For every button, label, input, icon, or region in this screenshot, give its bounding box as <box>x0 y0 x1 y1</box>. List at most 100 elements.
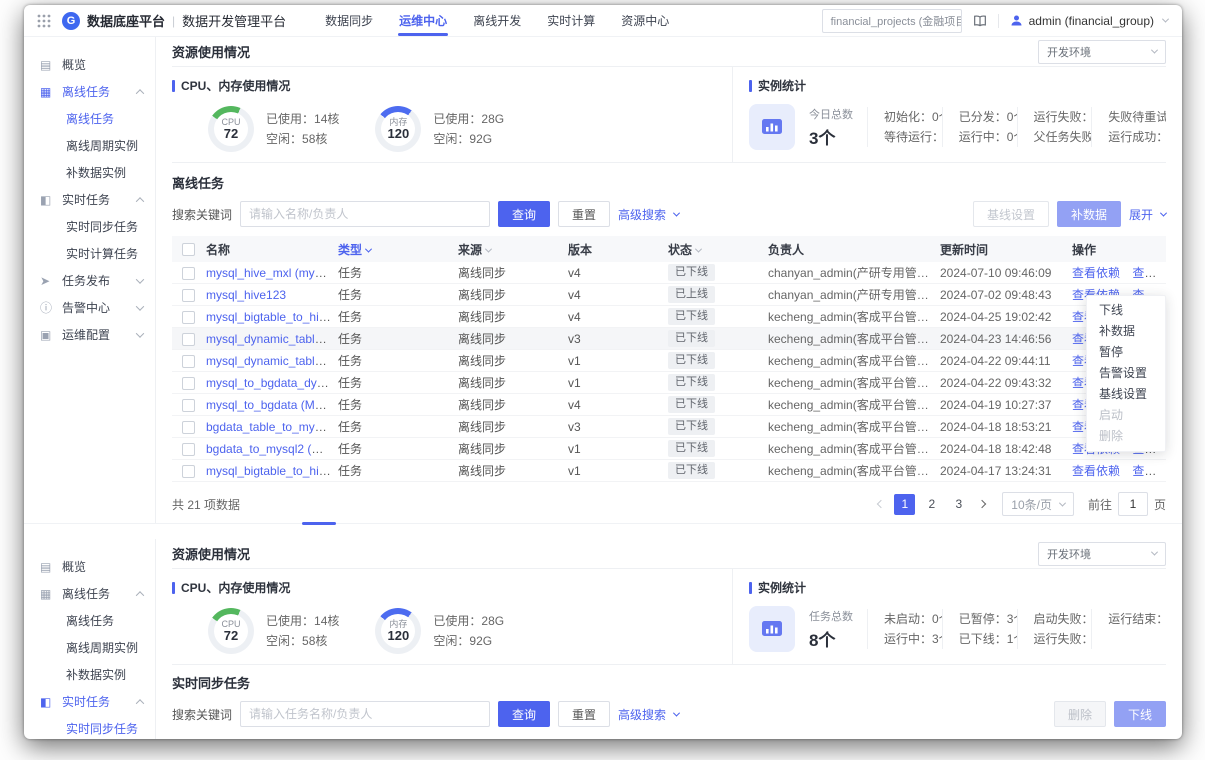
apps-grid-icon[interactable] <box>36 13 52 29</box>
top-nav-item[interactable]: 实时计算 <box>547 14 596 28</box>
table-row[interactable]: mysql_hive_mxl (mysql_hive_... 任务 离线同步 v… <box>172 262 1166 284</box>
advanced-search-link[interactable]: 高级搜索 <box>618 206 681 223</box>
row-checkbox[interactable] <box>182 354 195 368</box>
row-checkbox[interactable] <box>182 266 195 280</box>
col-type[interactable]: 类型 <box>338 241 458 258</box>
col-updated: 更新时间 <box>940 242 989 257</box>
sidebar-item[interactable]: 实时计算任务 <box>66 247 139 261</box>
environment-select[interactable]: 开发环境 <box>1038 541 1166 566</box>
view-instances-link[interactable]: 查看实例 <box>1132 464 1166 478</box>
query-button[interactable]: 查询 <box>498 701 551 727</box>
patch-data-button[interactable]: 补数据 <box>1056 201 1121 227</box>
sidebar-item[interactable]: ▤ 概览 <box>40 57 87 72</box>
menu-item[interactable]: 删除 <box>1099 429 1124 443</box>
row-checkbox[interactable] <box>182 398 195 412</box>
task-name-link[interactable]: mysql_dynamic_table_2 (mysq... <box>206 331 338 346</box>
sidebar-item[interactable]: ◧ 实时任务 <box>24 186 155 213</box>
project-select[interactable]: financial_projects (金融项目) <box>821 8 962 33</box>
sidebar-item[interactable]: 离线周期实例 <box>66 139 139 153</box>
sidebar-item[interactable]: ▣ 运维配置 <box>24 321 155 348</box>
query-button[interactable]: 查询 <box>498 201 551 227</box>
row-checkbox[interactable] <box>182 420 195 434</box>
table-row[interactable]: mysql_bigtable_to_hive_1 (my... 任务 离线同步 … <box>172 306 1166 328</box>
table-row[interactable]: mysql_to_bgdata_dynamic_ne... 任务 离线同步 v1… <box>172 372 1166 394</box>
task-name-link[interactable]: mysql_to_bgdata_dynamic_ne... <box>206 375 338 390</box>
docs-book-icon[interactable] <box>972 13 988 29</box>
task-name-link[interactable]: bgdata_table_to_mysql (大数... <box>206 420 338 434</box>
reset-button[interactable]: 重置 <box>558 701 611 727</box>
view-instances-link[interactable]: 查看实例 <box>1132 266 1166 280</box>
reset-button[interactable]: 重置 <box>558 201 611 227</box>
sidebar-item[interactable]: 离线周期实例 <box>66 641 139 655</box>
row-checkbox[interactable] <box>182 464 195 478</box>
top-nav-item[interactable]: 数据同步 <box>325 14 374 28</box>
baseline-settings-button[interactable]: 基线设置 <box>972 201 1049 227</box>
row-checkbox[interactable] <box>182 442 195 456</box>
expand-link[interactable]: 展开 <box>1129 206 1168 223</box>
sidebar-item[interactable]: ➤ 任务发布 <box>24 267 155 294</box>
table-row[interactable]: mysql_to_bgdata (MySQL同步... 任务 离线同步 v4 已… <box>172 394 1166 416</box>
sidebar-item[interactable]: 离线任务 <box>66 614 115 628</box>
menu-item[interactable]: 基线设置 <box>1099 387 1148 401</box>
col-status[interactable]: 状态 <box>668 241 768 258</box>
sidebar-item[interactable]: 补数据实例 <box>66 166 127 180</box>
task-name-link[interactable]: mysql_dynamic_table_1 (mysq... <box>206 353 338 368</box>
task-name-link[interactable]: mysql_bigtable_to_hive_2 (my... <box>206 463 338 478</box>
table-row[interactable]: mysql_bigtable_to_hive_2 (my... 任务 离线同步 … <box>172 460 1166 482</box>
search-input[interactable] <box>240 701 491 727</box>
sidebar-item[interactable]: ⓘ 告警中心 <box>24 294 155 321</box>
table-row[interactable]: bgdata_table_to_mysql (大数... 任务 离线同步 v3 … <box>172 416 1166 438</box>
row-checkbox[interactable] <box>182 288 195 302</box>
col-name: 名称 <box>206 242 231 257</box>
select-all-checkbox[interactable] <box>182 243 195 257</box>
view-dependencies-link[interactable]: 查看依赖 <box>1072 464 1121 478</box>
task-name-link[interactable]: mysql_bigtable_to_hive_1 (my... <box>206 309 338 324</box>
col-source[interactable]: 来源 <box>458 241 568 258</box>
sidebar-item[interactable]: 补数据实例 <box>66 668 127 682</box>
task-name-link[interactable]: mysql_hive_mxl (mysql_hive_... <box>206 265 338 280</box>
task-updated-time: 2024-04-23 14:46:56 <box>940 331 1052 346</box>
page-number-button[interactable]: 3 <box>955 496 963 511</box>
task-updated-time: 2024-04-25 19:02:42 <box>940 309 1052 324</box>
task-name-link[interactable]: mysql_to_bgdata (MySQL同步... <box>206 398 338 412</box>
row-checkbox[interactable] <box>182 376 195 390</box>
table-row[interactable]: mysql_hive123 任务 离线同步 v4 已上线 chanyan_adm… <box>172 284 1166 306</box>
top-nav-item[interactable]: 离线开发 <box>473 14 522 28</box>
offline-button[interactable]: 下线 <box>1113 701 1166 727</box>
task-version: v1 <box>568 375 581 390</box>
table-row[interactable]: mysql_dynamic_table_2 (mysq... 任务 离线同步 v… <box>172 328 1166 350</box>
sidebar-item[interactable]: ▦ 离线任务 <box>24 580 155 607</box>
row-checkbox[interactable] <box>182 332 195 346</box>
user-menu[interactable]: admin (financial_group) <box>1009 13 1170 28</box>
page-number-button[interactable]: 1 <box>894 493 916 515</box>
page-number-button[interactable]: 2 <box>928 496 936 511</box>
sidebar-item[interactable]: ▦ 离线任务 <box>24 78 155 105</box>
menu-item[interactable]: 启动 <box>1099 408 1124 422</box>
advanced-search-link[interactable]: 高级搜索 <box>618 706 681 723</box>
task-name-link[interactable]: bgdata_to_mysql2 (大数据平... <box>206 442 338 456</box>
table-row[interactable]: bgdata_to_mysql2 (大数据平... 任务 离线同步 v1 已下线… <box>172 438 1166 460</box>
next-page-button[interactable] <box>972 494 992 514</box>
page-size-select[interactable]: 10条/页 <box>1002 492 1074 516</box>
menu-item[interactable]: 告警设置 <box>1099 366 1148 380</box>
task-name-link[interactable]: mysql_hive123 <box>206 287 287 302</box>
goto-page-input[interactable] <box>1117 492 1148 516</box>
sidebar-item[interactable]: 实时同步任务 <box>66 722 139 736</box>
menu-item[interactable]: 补数据 <box>1099 324 1136 338</box>
delete-button[interactable]: 删除 <box>1053 701 1106 727</box>
environment-select[interactable]: 开发环境 <box>1038 39 1166 64</box>
prev-page-button[interactable] <box>871 494 891 514</box>
sidebar-item[interactable]: ◧ 实时任务 <box>24 688 155 715</box>
view-dependencies-link[interactable]: 查看依赖 <box>1072 266 1121 280</box>
table-row[interactable]: mysql_dynamic_table_1 (mysq... 任务 离线同步 v… <box>172 350 1166 372</box>
sidebar-item[interactable]: 离线任务 <box>66 112 115 126</box>
menu-item[interactable]: 下线 <box>1099 303 1124 317</box>
task-owner: kecheng_admin(客成平台管理员) <box>768 442 940 456</box>
top-nav-item[interactable]: 资源中心 <box>621 14 670 28</box>
sidebar-item[interactable]: 实时同步任务 <box>66 220 139 234</box>
sidebar-item[interactable]: ▤ 概览 <box>40 559 87 574</box>
top-nav-item[interactable]: 运维中心 <box>386 5 460 36</box>
search-input[interactable] <box>240 201 491 227</box>
menu-item[interactable]: 暂停 <box>1099 345 1124 359</box>
row-checkbox[interactable] <box>182 310 195 324</box>
